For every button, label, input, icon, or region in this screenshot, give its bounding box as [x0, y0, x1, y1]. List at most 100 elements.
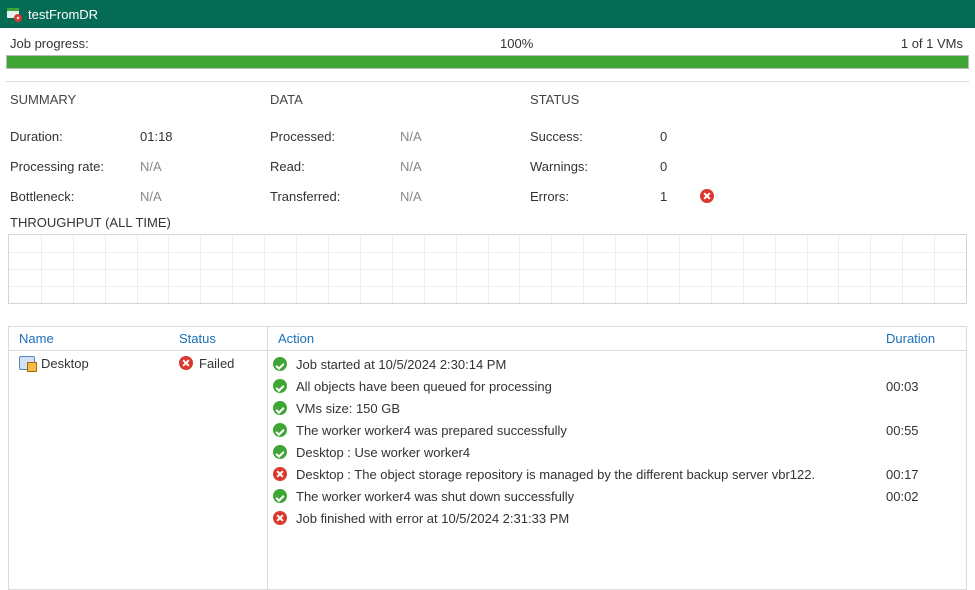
objects-header-name[interactable]: Name [9, 331, 179, 346]
action-icon-cell [268, 423, 292, 437]
divider [6, 81, 969, 82]
action-icon-cell [268, 445, 292, 459]
stats-value: 0 [660, 159, 690, 174]
vm-icon [19, 356, 35, 370]
stats-line: Transferred:N/A [270, 181, 530, 211]
action-duration: 00:02 [886, 489, 966, 504]
stats-line: Processed:N/A [270, 121, 530, 151]
progress-percent: 100% [500, 36, 901, 51]
error-icon [179, 356, 193, 370]
throughput-chart [8, 234, 967, 304]
action-text: The worker worker4 was prepared successf… [292, 423, 886, 438]
stats-value: N/A [140, 159, 162, 174]
action-icon-cell [268, 489, 292, 503]
action-text: Desktop : The object storage repository … [292, 467, 886, 482]
actions-header-duration[interactable]: Duration [886, 331, 966, 346]
ok-icon [273, 423, 287, 437]
stats-value: N/A [400, 189, 422, 204]
actions-header-action[interactable]: Action [268, 331, 886, 346]
stats-line: Processing rate:N/A [10, 151, 270, 181]
action-icon-cell [268, 467, 292, 481]
details-section: Name Status Desktop Failed Action Duratio… [8, 326, 967, 590]
table-row[interactable]: Job started at 10/5/2024 2:30:14 PM [268, 353, 966, 375]
actions-panel: Action Duration Job started at 10/5/2024… [268, 327, 967, 590]
stats-value: 0 [660, 129, 690, 144]
stats-label: Duration: [10, 129, 140, 144]
stats-label: Success: [530, 129, 660, 144]
stats-label: Errors: [530, 189, 660, 204]
ok-icon [273, 401, 287, 415]
error-icon [700, 189, 714, 203]
object-name-cell: Desktop [9, 356, 179, 371]
stats-label: Transferred: [270, 189, 400, 204]
stats-label: Processed: [270, 129, 400, 144]
action-icon-cell [268, 357, 292, 371]
stats-section: SUMMARY Duration:01:18Processing rate:N/… [0, 92, 975, 215]
stats-value: 1 [660, 189, 690, 204]
action-duration: 00:17 [886, 467, 966, 482]
data-column: DATA Processed:N/ARead:N/ATransferred:N/… [270, 92, 530, 211]
action-duration: 00:03 [886, 379, 966, 394]
table-row[interactable]: All objects have been queued for process… [268, 375, 966, 397]
ok-icon [273, 379, 287, 393]
action-text: Job started at 10/5/2024 2:30:14 PM [292, 357, 886, 372]
table-row[interactable]: The worker worker4 was shut down success… [268, 485, 966, 507]
stats-line: Read:N/A [270, 151, 530, 181]
action-text: The worker worker4 was shut down success… [292, 489, 886, 504]
summary-column: SUMMARY Duration:01:18Processing rate:N/… [10, 92, 270, 211]
objects-panel: Name Status Desktop Failed [8, 327, 268, 590]
action-text: Desktop : Use worker worker4 [292, 445, 886, 460]
actions-headers: Action Duration [268, 327, 966, 351]
action-duration: 00:55 [886, 423, 966, 438]
progress-bar-container [0, 55, 975, 77]
objects-headers: Name Status [9, 327, 267, 351]
progress-fill [7, 56, 968, 68]
progress-row: Job progress: 100% 1 of 1 VMs [0, 28, 975, 55]
stats-value: 01:18 [140, 129, 173, 144]
status-heading: STATUS [530, 92, 790, 107]
stats-label: Bottleneck: [10, 189, 140, 204]
ok-icon [273, 489, 287, 503]
table-row[interactable]: Desktop : The object storage repository … [268, 463, 966, 485]
stats-value: N/A [400, 159, 422, 174]
stats-line: Warnings:0 [530, 151, 790, 181]
stats-value: N/A [400, 129, 422, 144]
table-row[interactable]: VMs size: 150 GB [268, 397, 966, 419]
error-icon [273, 511, 287, 525]
stats-line: Errors:1 [530, 181, 790, 211]
data-heading: DATA [270, 92, 530, 107]
window-title: testFromDR [28, 7, 98, 22]
stats-label: Processing rate: [10, 159, 140, 174]
error-icon [273, 467, 287, 481]
titlebar: testFromDR [0, 0, 975, 28]
action-text: Job finished with error at 10/5/2024 2:3… [292, 511, 886, 526]
status-column: STATUS Success:0Warnings:0Errors:1 [530, 92, 790, 211]
table-row[interactable]: Job finished with error at 10/5/2024 2:3… [268, 507, 966, 529]
stats-line: Duration:01:18 [10, 121, 270, 151]
stats-label: Warnings: [530, 159, 660, 174]
throughput-heading: THROUGHPUT (ALL TIME) [0, 215, 975, 230]
stats-label: Read: [270, 159, 400, 174]
ok-icon [273, 357, 287, 371]
stats-line: Bottleneck:N/A [10, 181, 270, 211]
stats-value: N/A [140, 189, 162, 204]
action-icon-cell [268, 511, 292, 525]
action-icon-cell [268, 401, 292, 415]
app-icon [6, 6, 22, 22]
progress-vm-count: 1 of 1 VMs [901, 36, 965, 51]
action-icon-cell [268, 379, 292, 393]
object-status-cell: Failed [179, 356, 267, 371]
progress-bar [6, 55, 969, 69]
ok-icon [273, 445, 287, 459]
table-row[interactable]: Desktop : Use worker worker4 [268, 441, 966, 463]
action-text: All objects have been queued for process… [292, 379, 886, 394]
object-name: Desktop [41, 356, 89, 371]
progress-label: Job progress: [10, 36, 500, 51]
stats-line: Success:0 [530, 121, 790, 151]
summary-heading: SUMMARY [10, 92, 270, 107]
object-status-text: Failed [199, 356, 234, 371]
table-row[interactable]: The worker worker4 was prepared successf… [268, 419, 966, 441]
table-row[interactable]: Desktop Failed [9, 351, 267, 373]
objects-header-status[interactable]: Status [179, 331, 267, 346]
action-text: VMs size: 150 GB [292, 401, 886, 416]
